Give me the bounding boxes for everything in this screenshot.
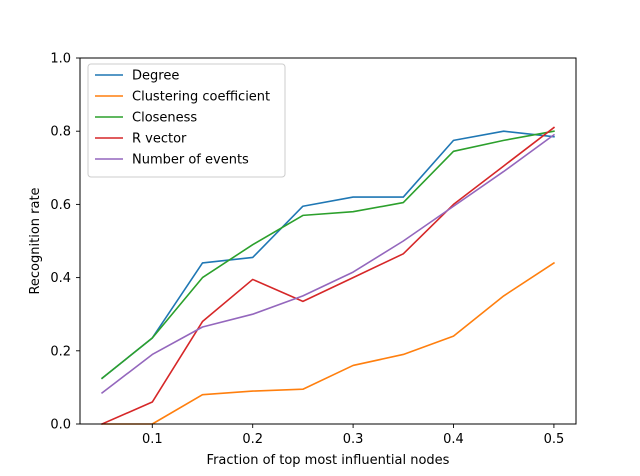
y-tick-label: 0.2 (50, 344, 71, 359)
series-line-4 (101, 126, 556, 426)
y-tick-label: 1.0 (50, 52, 71, 67)
y-tick-label: 0.8 (50, 125, 71, 140)
x-axis-label: Fraction of top most influential nodes (207, 453, 450, 468)
legend-entry: Degree (132, 69, 179, 84)
series-line-1 (100, 130, 555, 380)
legend-entry: Closeness (132, 111, 197, 126)
y-axis: 0.0 0.2 0.4 0.6 0.8 1.0 (50, 52, 80, 433)
series-line-5 (100, 133, 556, 395)
series-line-2 (101, 261, 556, 425)
x-tick-label: 0.3 (343, 432, 364, 447)
legend-entry: Clustering coefficient (132, 90, 270, 105)
y-tick-label: 0.0 (50, 418, 71, 433)
series-layer (100, 126, 556, 426)
series-line-3 (100, 130, 555, 380)
legend-entry: R vector (132, 132, 187, 147)
legend-box (87, 63, 286, 178)
x-axis: 0.1 0.2 0.3 0.4 0.5 (142, 424, 564, 447)
y-tick-label: 0.6 (50, 198, 71, 213)
x-tick-label: 0.5 (544, 432, 565, 447)
x-tick-label: 0.1 (142, 432, 163, 447)
legend-entry: Number of events (132, 153, 249, 168)
x-tick-label: 0.2 (242, 432, 263, 447)
y-axis-label: Recognition rate (28, 187, 43, 294)
y-tick-label: 0.4 (50, 271, 71, 286)
plot-frame (79, 57, 577, 425)
legend: Degree Clustering coefficient Closeness R v… (87, 63, 286, 178)
x-tick-label: 0.4 (443, 432, 464, 447)
